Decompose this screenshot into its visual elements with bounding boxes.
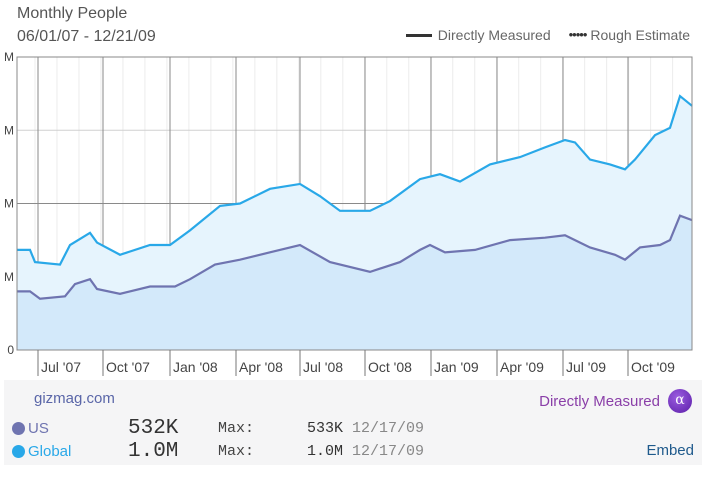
dotted-line-icon: ••••• [568,27,588,42]
directly-measured-badge[interactable]: Directly Measured α [539,389,692,413]
svg-text:M: M [4,197,14,211]
solid-line-icon [405,33,432,37]
svg-text:Oct '07: Oct '07 [106,359,150,375]
max-date: 12/17/09 [352,443,425,460]
svg-text:Apr '09: Apr '09 [500,359,544,375]
svg-text:M: M [4,270,14,284]
svg-text:Jul '08: Jul '08 [303,359,343,375]
series-name[interactable]: Global [28,443,72,460]
us-line[interactable] [17,214,693,300]
y-axis: 0 M M M M [4,50,14,357]
x-axis: Jul '07 Oct '07 Jan '08 Apr '08 Jul '08 Oct '… [37,350,675,376]
legend-directly-measured: Directly Measured [437,27,551,43]
svg-text:Apr '08: Apr '08 [239,359,283,375]
directly-measured-label: Directly Measured [539,392,660,410]
svg-text:Jan '08: Jan '08 [173,359,218,375]
max-value: 1.0M [306,443,343,460]
max-label: Max: [218,443,255,460]
date-range: 06/01/07 - 12/21/09 [17,28,156,45]
svg-text:Jul '07: Jul '07 [41,359,81,375]
max-value: 533K [306,420,343,437]
svg-text:M: M [4,123,14,137]
us-dot-icon [12,422,25,435]
stats-footer: gizmag.com Directly Measured α US 532K M… [4,380,702,465]
svg-text:Jan '09: Jan '09 [434,359,479,375]
plot-frame [16,56,693,351]
max-label: Max: [218,420,255,437]
svg-text:0: 0 [7,343,14,357]
legend-rough-estimate: Rough Estimate [590,27,690,43]
embed-link[interactable]: Embed [646,442,694,459]
stats-row-us: US 532K Max: 533K 12/17/09 [12,417,424,440]
us-area [17,215,692,350]
series-name[interactable]: US [28,420,49,437]
stats-row-global: Global 1.0M Max: 1.0M 12/17/09 [12,440,424,463]
alpha-icon: α [668,389,692,413]
chart-legend: Directly Measured ••••• Rough Estimate [405,27,690,43]
current-value: 532K [128,417,179,440]
current-value: 1.0M [128,440,179,463]
global-dot-icon [12,445,25,458]
global-line[interactable] [17,94,693,266]
svg-text:Jul '09: Jul '09 [566,359,606,375]
chart-title: Monthly People [17,5,128,22]
svg-text:M: M [4,50,14,64]
svg-text:Oct '08: Oct '08 [368,359,412,375]
site-link[interactable]: gizmag.com [34,390,115,407]
svg-text:Oct '09: Oct '09 [631,359,675,375]
max-date: 12/17/09 [352,420,425,437]
